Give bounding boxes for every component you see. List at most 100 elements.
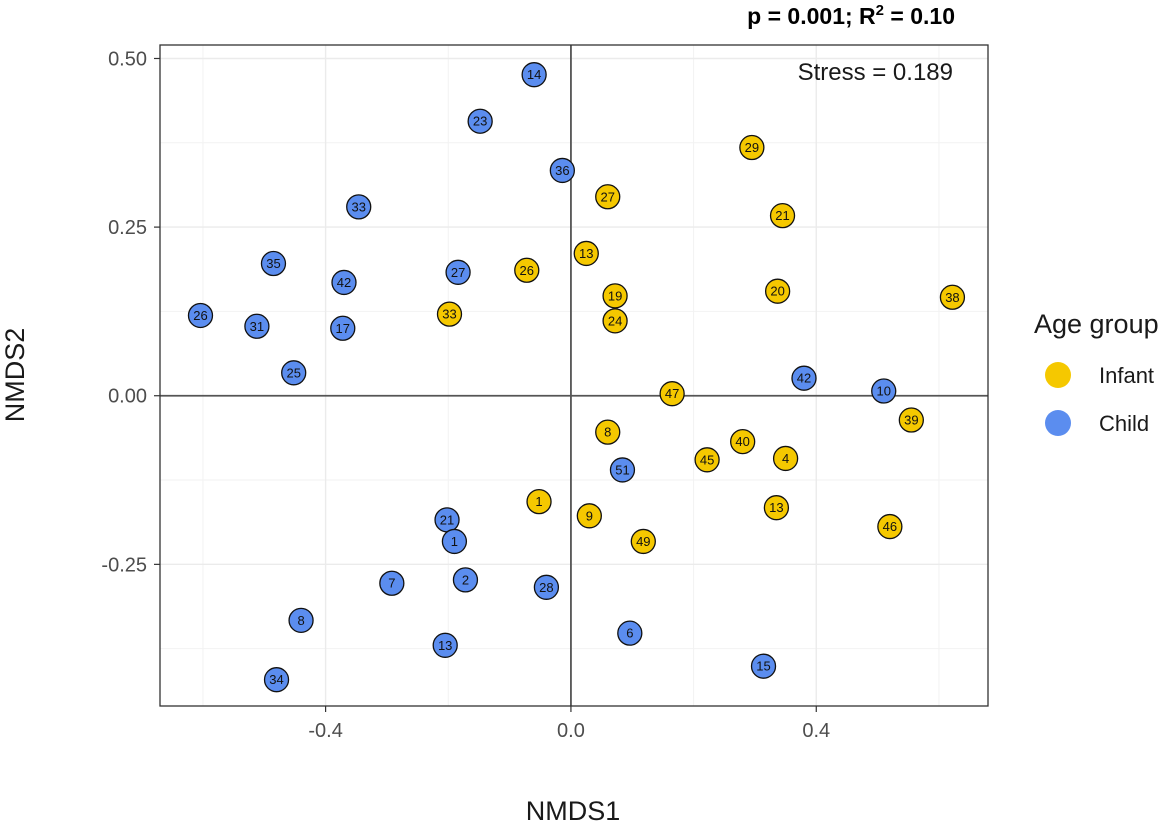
infant-point: 19 [602,283,628,309]
infant-point-marker [436,301,463,327]
plot-panel-border [159,44,989,707]
infant-point: 29 [739,134,765,161]
y-axis-title: NMDS2 [0,328,30,423]
child-point-label: 21 [440,512,454,527]
legend-swatch-child [1045,410,1071,436]
child-point-label: 6 [626,626,633,641]
infant-point-marker [595,184,621,210]
child-point: 36 [549,157,575,184]
y-tick-label: 0.25 [108,217,147,239]
child-point-marker [263,667,290,693]
infant-point-marker [694,447,720,473]
p-value-text: p = 0.001; [747,3,852,29]
infant-point: 13 [763,495,790,521]
infant-point: 26 [514,257,540,283]
child-point: 2 [452,567,479,593]
child-point-marker [330,315,356,341]
infant-point-label: 4 [782,451,789,466]
child-point-marker [791,365,817,391]
infant-point-label: 8 [604,425,611,440]
child-point-label: 34 [269,672,283,687]
infant-point-marker [730,428,756,455]
child-point-label: 7 [388,576,395,591]
infant-point: 1 [526,488,552,515]
child-point: 15 [750,653,777,679]
legend-label-child: Child [1099,411,1149,436]
infant-point-marker [602,308,628,334]
child-point-label: 25 [286,365,300,380]
child-point: 51 [609,457,636,483]
infant-point-marker [595,419,621,445]
infant-point-marker [602,283,628,309]
child-point-label: 2 [462,572,469,587]
child-point-marker [521,62,547,88]
infant-point-marker [898,407,924,433]
y-axis-ticks: -0.25 0.00 0.25 0.50 [101,48,160,576]
child-point-marker [346,194,372,220]
infant-point: 40 [730,428,756,455]
infant-point-label: 13 [769,500,783,515]
infant-point-label: 19 [608,288,622,303]
child-point: 28 [533,574,560,600]
r2-superscript: 2 [876,2,884,19]
infant-point: 13 [573,240,599,267]
child-point: 26 [187,302,214,329]
child-point: 31 [244,313,270,339]
x-tick-label: -0.4 [308,720,342,742]
infant-point-label: 38 [945,290,959,305]
infant-point: 27 [595,184,621,210]
minor-gridlines [160,45,988,706]
infant-point-label: 39 [904,413,918,428]
infant-point-marker [573,240,599,267]
infant-point-label: 9 [586,508,593,523]
infant-point: 8 [595,419,621,445]
infant-point-marker [514,257,540,283]
child-point-label: 10 [876,384,890,399]
child-point-marker [467,108,493,134]
child-point-marker [549,157,575,184]
infant-point-label: 1 [535,494,542,509]
infant-point: 39 [898,407,924,433]
child-point-marker [445,259,471,285]
infant-point: 33 [436,301,463,327]
infant-point-label: 33 [442,307,456,322]
r2-prefix: R [859,3,876,29]
infant-point-label: 29 [745,140,759,155]
child-point-label: 51 [615,462,629,477]
stress-annotation: Stress = 0.189 [798,59,953,86]
infant-point: 9 [576,503,602,529]
infant-point-label: 26 [520,263,534,278]
infant-point-label: 47 [665,386,679,401]
infant-point-marker [763,495,790,521]
y-tick-label: -0.25 [101,554,147,576]
child-point: 35 [260,250,287,277]
infant-point: 45 [694,447,720,473]
child-point: 42 [331,269,357,296]
infant-point: 46 [877,513,903,540]
child-point-label: 36 [555,163,569,178]
infant-point-label: 40 [735,434,749,449]
infant-point: 24 [602,308,628,334]
infant-point-marker [739,134,765,161]
child-point: 17 [330,315,356,341]
infant-point-marker [939,284,966,310]
infant-point-marker [877,513,903,540]
child-point-marker [452,567,479,593]
infant-point-marker [659,381,685,407]
child-point-marker [244,313,270,339]
infant-point-marker [526,488,552,515]
child-point-label: 33 [351,199,365,214]
child-point-label: 26 [193,308,207,323]
child-point: 13 [432,632,458,658]
x-axis-ticks: -0.4 0.0 0.4 [308,706,830,742]
child-point: 23 [467,108,493,134]
child-point-marker [187,302,214,329]
child-point: 1 [441,528,468,555]
child-point-label: 42 [337,275,351,290]
child-point: 8 [288,607,314,633]
child-point: 34 [263,667,290,693]
infant-point: 21 [769,202,796,229]
child-point-label: 35 [266,256,280,271]
infant-point-marker [630,528,656,555]
